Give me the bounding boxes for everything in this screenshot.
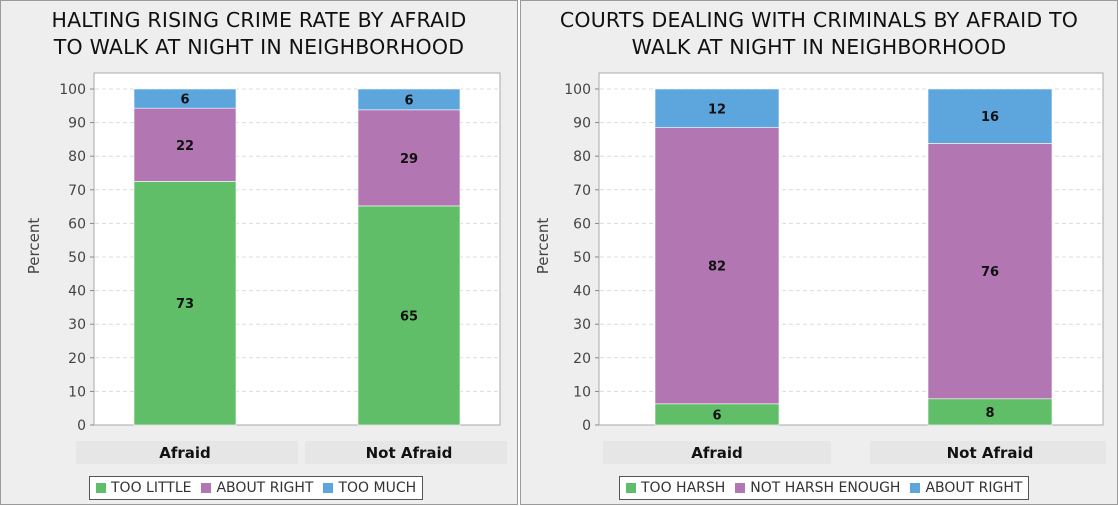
- bar-segment: [133, 88, 237, 109]
- y-tick-label: 10: [68, 384, 86, 400]
- category-label-box: [305, 441, 507, 464]
- data-label: 65: [400, 309, 418, 324]
- y-tick-label: 50: [68, 250, 86, 266]
- legend: TOO LITTLE ABOUT RIGHT TOO MUCH: [89, 476, 424, 500]
- chart-title: COURTS DEALING WITH CRIMINALS BY AFRAID …: [521, 7, 1117, 61]
- y-tick-label: 10: [573, 384, 591, 400]
- data-label: 12: [708, 102, 726, 117]
- y-tick-label: 80: [68, 149, 86, 165]
- y-tick-label: 40: [68, 284, 86, 300]
- legend-item: ABOUT RIGHT: [910, 480, 1022, 496]
- y-tick-label: 60: [68, 216, 86, 232]
- y-tick-label: 90: [68, 116, 86, 132]
- bar-segment: [654, 88, 780, 128]
- data-label: 73: [176, 297, 194, 312]
- y-axis-label: Percent: [534, 218, 552, 275]
- bar-segment: [927, 143, 1053, 400]
- category-label: Afraid: [691, 444, 743, 462]
- legend-swatch-purple: [735, 483, 746, 493]
- legend-label: TOO HARSH: [641, 480, 726, 496]
- data-label: 6: [180, 93, 189, 108]
- legend-item: TOO LITTLE: [96, 480, 191, 496]
- y-tick-label: 0: [582, 418, 591, 434]
- data-label: 6: [404, 93, 413, 108]
- data-label: 16: [981, 110, 999, 125]
- legend-item: NOT HARSH ENOUGH: [735, 480, 900, 496]
- data-label: 6: [712, 408, 721, 423]
- legend: TOO HARSH NOT HARSH ENOUGH ABOUT RIGHT: [619, 476, 1030, 500]
- legend-swatch-purple: [201, 483, 212, 493]
- legend-label: TOO LITTLE: [111, 480, 192, 496]
- data-label: 22: [176, 139, 194, 154]
- bar-segment: [654, 127, 780, 405]
- y-tick-label: 30: [573, 317, 591, 333]
- chart-title-line-1: COURTS DEALING WITH CRIMINALS BY AFRAID …: [559, 8, 1079, 32]
- bar-segment: [357, 88, 461, 111]
- category-label: Afraid: [159, 444, 211, 462]
- category-label: Not Afraid: [947, 444, 1034, 462]
- bar-segment: [357, 109, 461, 207]
- y-tick-label: 100: [59, 82, 86, 98]
- y-tick-label: 70: [68, 183, 86, 199]
- y-tick-label: 50: [573, 250, 591, 266]
- data-label: 8: [985, 406, 994, 421]
- category-label: Not Afraid: [366, 444, 453, 462]
- legend-item: TOO MUCH: [323, 480, 416, 496]
- y-tick-label: 80: [573, 149, 591, 165]
- chart-panel-courts: COURTS DEALING WITH CRIMINALS BY AFRAID …: [520, 0, 1118, 505]
- bar-segment: [133, 181, 237, 426]
- y-tick-label: 30: [68, 317, 86, 333]
- y-tick-label: 20: [68, 351, 86, 367]
- y-tick-label: 70: [573, 183, 591, 199]
- legend-label: ABOUT RIGHT: [925, 480, 1023, 496]
- legend-swatch-green: [96, 483, 106, 493]
- category-label-box: [603, 441, 831, 464]
- legend-swatch-blue: [910, 483, 921, 493]
- legend-swatch-green: [626, 483, 636, 493]
- y-tick-label: 0: [77, 418, 86, 434]
- category-label-box: [870, 441, 1106, 464]
- bar-segment: [133, 107, 237, 182]
- legend-label: NOT HARSH ENOUGH: [750, 480, 901, 496]
- y-tick-label: 40: [573, 284, 591, 300]
- legend-item: TOO HARSH: [626, 480, 725, 496]
- legend-item: ABOUT RIGHT: [201, 480, 313, 496]
- stacked-bar-chart: 0 10 20 30 40 50 60 70 80 90 100 Percent 6 82 12 Afraid…: [534, 72, 1106, 464]
- chart-title-line-2: TO WALK AT NIGHT IN NEIGHBORHOOD: [53, 35, 465, 59]
- data-label: 82: [708, 260, 726, 275]
- bar-segment: [927, 88, 1053, 144]
- legend-label: ABOUT RIGHT: [216, 480, 314, 496]
- chart-title-line-2: WALK AT NIGHT IN NEIGHBORHOOD: [631, 35, 1007, 59]
- chart-panel-halting-crime: HALTING RISING CRIME RATE BY AFRAID TO W…: [0, 0, 518, 505]
- stacked-bar-chart: 0 10 20 30 40 50 60 70 80 90 100 Percent 73 22 6 Afraid…: [25, 72, 507, 464]
- bar-segment: [357, 205, 461, 426]
- chart-title-line-1: HALTING RISING CRIME RATE BY AFRAID: [51, 8, 467, 32]
- bar-segment: [927, 398, 1053, 426]
- legend-swatch-blue: [323, 483, 334, 493]
- y-tick-label: 60: [573, 216, 591, 232]
- y-tick-label: 20: [573, 351, 591, 367]
- y-axis-label: Percent: [25, 218, 43, 275]
- data-label: 29: [400, 152, 418, 167]
- y-tick-label: 100: [564, 82, 591, 98]
- y-tick-label: 90: [573, 116, 591, 132]
- data-label: 76: [981, 265, 999, 280]
- legend-label: TOO MUCH: [338, 480, 417, 496]
- chart-title: HALTING RISING CRIME RATE BY AFRAID TO W…: [1, 7, 517, 61]
- category-label-box: [76, 441, 298, 464]
